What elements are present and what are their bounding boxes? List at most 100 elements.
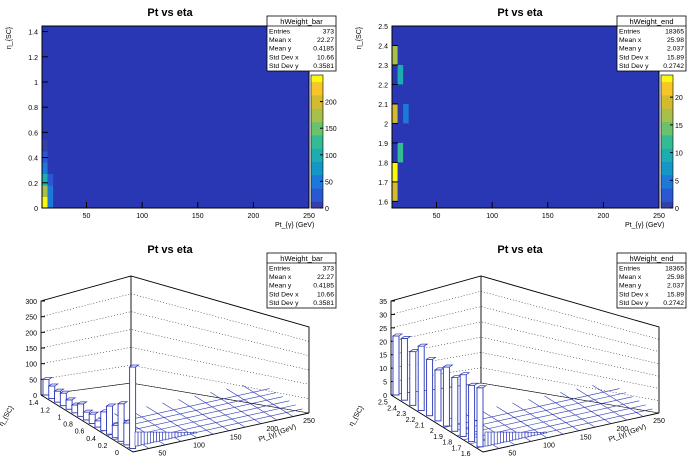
lego-bar: [156, 431, 160, 442]
color-scale-bin: [661, 168, 673, 172]
z-tick-label: 35: [379, 299, 387, 306]
chart-title: Pt vs eta: [147, 7, 193, 19]
z-tick-label: 100: [325, 153, 337, 160]
y-tick-label: 0.6: [28, 130, 38, 137]
color-scale-bin: [311, 111, 323, 116]
color-scale-bin: [661, 188, 673, 192]
color-scale-bin: [311, 188, 323, 192]
stats-value: 15.89: [667, 291, 684, 298]
stats-title: hWeight_end: [629, 254, 673, 263]
stats-label: Std Dev x: [619, 291, 649, 298]
lego-bar-top: [128, 364, 140, 368]
lego-bar: [493, 431, 498, 445]
lego-bar-top: [450, 375, 462, 378]
lego-bar-top: [82, 409, 94, 413]
lego-bar-top: [41, 376, 54, 380]
lego-bar: [134, 431, 139, 447]
color-scale-bin: [661, 134, 673, 139]
stats-box: hWeight_end Entries 18365 Mean x 25.98 Mean y…: [616, 15, 687, 72]
lego-bar: [442, 366, 450, 427]
x-tick-label: 200: [248, 213, 260, 220]
lego-bar: [174, 431, 179, 438]
y-tick-label: 2.3: [378, 63, 388, 70]
color-scale-bin: [661, 158, 673, 162]
color-scale-bin: [311, 108, 323, 113]
lego-bar: [417, 345, 425, 411]
color-scale-bin: [311, 171, 323, 176]
lego-bar-top: [47, 383, 59, 387]
eta-tick-label: 2.4: [387, 405, 397, 412]
z-tick-label: 0: [33, 393, 37, 400]
color-scale-bin: [661, 201, 673, 206]
lego-bar: [143, 431, 148, 445]
stats-title: hWeight_bar: [280, 17, 323, 26]
heatmap-cell: [47, 196, 54, 208]
color-scale-bin: [311, 164, 323, 169]
lego-bar-top: [76, 401, 88, 405]
stats-value: 2.037: [667, 46, 684, 53]
pt-tick-label: 200: [266, 426, 278, 433]
x-tick-label: 150: [542, 213, 554, 220]
plot-frame: [41, 25, 310, 209]
y-tick-label: 1.8: [378, 160, 388, 167]
stats-value: 15.89: [667, 54, 684, 61]
y-tick-label: 0.8: [28, 105, 38, 112]
lego-bar: [100, 411, 108, 432]
color-scale-bin: [311, 131, 323, 136]
heatmap-cell: [47, 185, 54, 197]
heatmap-cell: [42, 151, 48, 163]
color-scale-bin: [311, 91, 323, 96]
stats-value: 373: [323, 29, 335, 36]
x-tick-label: 50: [433, 213, 441, 220]
pt-tick-label: 250: [653, 418, 665, 425]
heatmap-cell: [392, 181, 398, 202]
lego-bar: [54, 390, 61, 403]
z-grid-line: [40, 275, 310, 328]
lego-bar: [540, 432, 544, 435]
color-scale-bin: [311, 184, 323, 189]
stats-value: 22.27: [317, 274, 334, 281]
color-scale-bin: [661, 194, 673, 199]
color-scale-bin: [311, 204, 323, 209]
z-tick-label: 0: [383, 393, 387, 400]
lego-bar: [187, 431, 191, 435]
floor-grid-line: [210, 392, 262, 424]
stats-value: 2.037: [667, 283, 684, 290]
z-grid-line: [40, 347, 310, 385]
z-tick-label: 15: [675, 123, 683, 130]
color-scale-bin: [311, 154, 323, 159]
z-tick-label: 50: [325, 179, 333, 186]
pt-tick-label: 100: [193, 442, 205, 449]
lego-bar-top: [433, 367, 446, 371]
plot-area: [392, 26, 659, 208]
eta-tick-label: 1.7: [452, 445, 462, 452]
eta-tick-label: 0.6: [75, 429, 85, 436]
pt-tick-label: 150: [230, 434, 242, 441]
y-tick-label: 2: [384, 121, 388, 128]
stats-box: hWeight_bar Entries 373 Mean x 22.27 Mean y 0.…: [266, 15, 337, 72]
heatmap-panel-0: Pt vs eta 50 100 150 200 250 0 0.2 0.4 0.6 0.8 1 1.2…: [6, 7, 337, 229]
stats-box-frame: [266, 15, 337, 72]
floor-grid-line: [226, 388, 278, 421]
stats-value: 0.2742: [663, 300, 684, 307]
color-scale-bin: [311, 138, 323, 142]
color-scale-bin: [661, 114, 673, 119]
color-scale-bin: [311, 174, 323, 179]
z-grid-line: [390, 291, 660, 340]
lego-bar-top: [59, 390, 71, 394]
color-scale-bin: [311, 178, 323, 182]
color-scale-bin: [311, 158, 323, 162]
color-scale-bin: [311, 168, 323, 172]
z-grid-line: [40, 329, 310, 371]
lego-bar-top: [417, 343, 429, 347]
lego-bar: [524, 431, 529, 438]
z-tick-label: 5: [675, 178, 679, 185]
eta-tick-label: 2: [430, 428, 434, 435]
stats-label: Std Dev y: [269, 300, 299, 307]
stats-label: Std Dev x: [619, 54, 649, 61]
z-tick-label: 200: [25, 330, 37, 337]
stats-value: 18365: [665, 266, 684, 273]
color-scale-bin: [311, 118, 323, 123]
floor-grid-line: [592, 384, 644, 417]
